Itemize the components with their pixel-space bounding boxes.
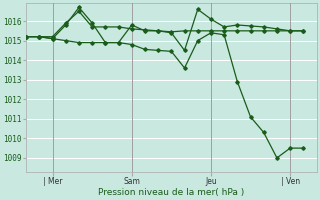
X-axis label: Pression niveau de la mer( hPa ): Pression niveau de la mer( hPa ): [98, 188, 244, 197]
